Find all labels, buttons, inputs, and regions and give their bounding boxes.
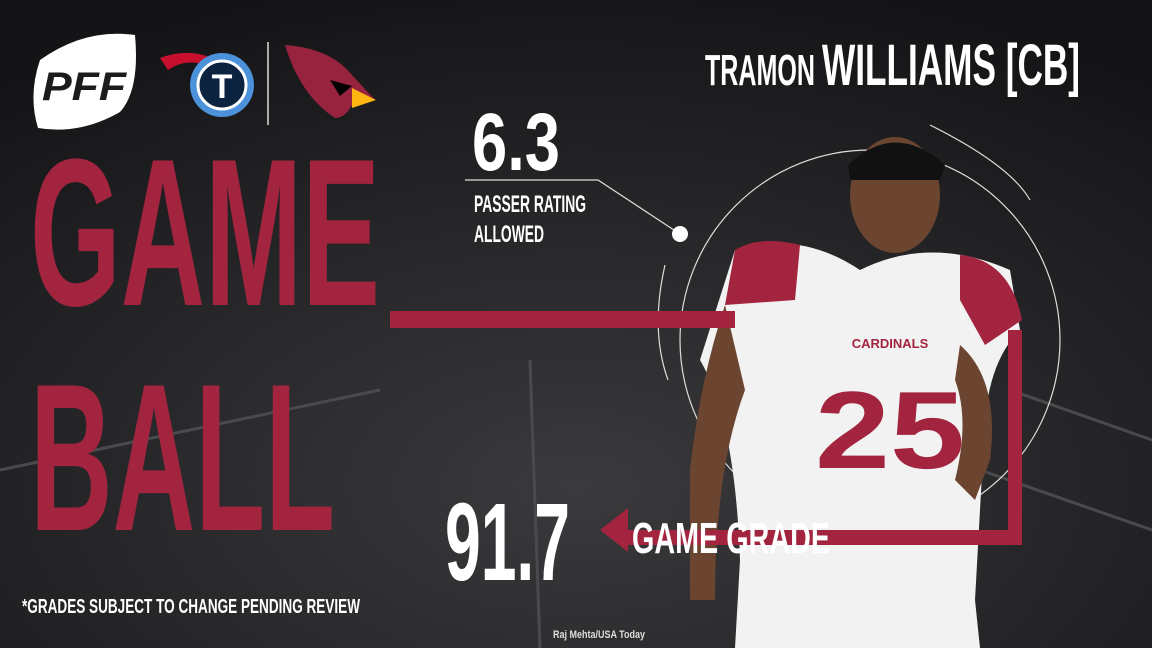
accent-bar <box>1008 330 1022 545</box>
titans-logo: T <box>160 52 254 117</box>
pff-logo <box>33 33 136 130</box>
connector <box>465 179 681 235</box>
grade-value: 91.7 <box>445 481 570 604</box>
stat-label: ALLOWED <box>474 221 544 248</box>
connector-dot <box>672 226 688 242</box>
arrow-head <box>600 508 628 552</box>
player-photo: 25 CARDINALS <box>690 137 1022 648</box>
photo-credit: Raj Mehta/USA Today <box>553 629 646 641</box>
grade-label: GAME GRADE <box>632 514 830 563</box>
svg-text:25: 25 <box>815 369 965 492</box>
stat-value: 6.3 <box>472 97 560 188</box>
headline: BALL <box>30 340 335 575</box>
headline: GAME <box>30 115 380 350</box>
cardinals-logo <box>285 45 376 118</box>
svg-text:CARDINALS: CARDINALS <box>852 336 929 351</box>
player-last-name: WILLIAMS [CB] <box>822 33 1080 98</box>
accent-bar <box>620 530 1022 545</box>
frame-arc <box>929 124 1031 201</box>
svg-text:T: T <box>212 68 233 106</box>
footnote: *GRADES SUBJECT TO CHANGE PENDING REVIEW <box>22 596 360 618</box>
accent-bar <box>390 311 735 328</box>
pff-text: PFF <box>42 65 128 109</box>
player-first-name: TRAMON <box>705 46 815 95</box>
stat-label: PASSER RATING <box>474 191 586 218</box>
